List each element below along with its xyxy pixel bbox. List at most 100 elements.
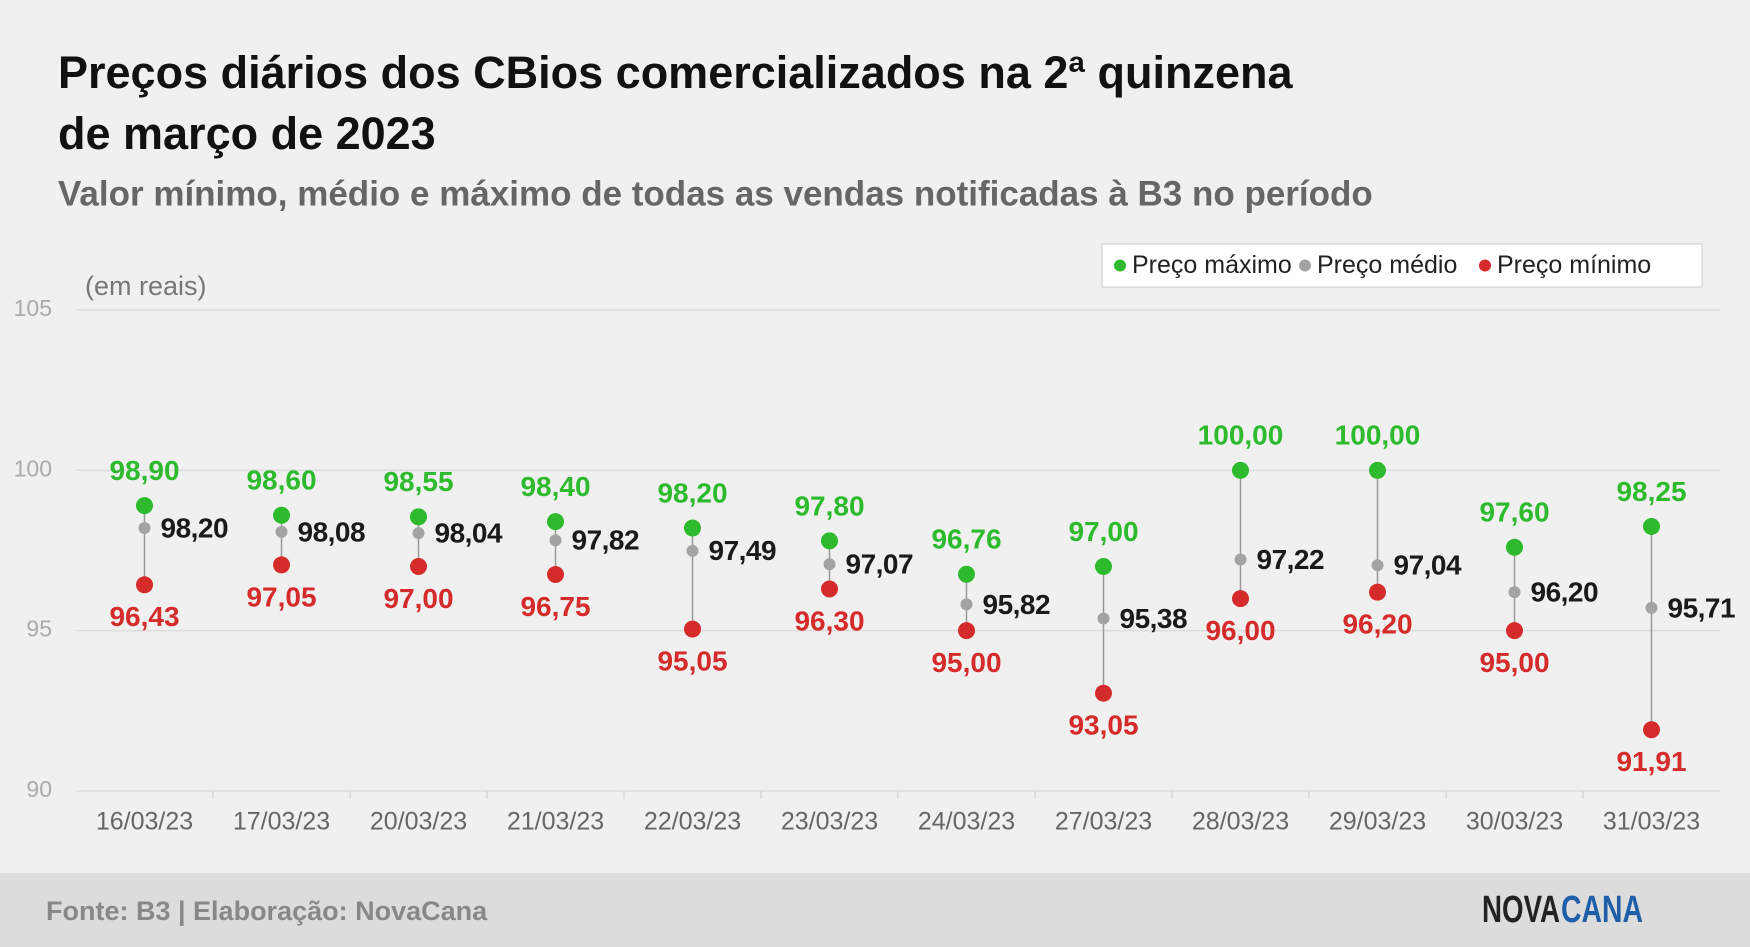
- chart-title: Preços diários dos CBios comercializados…: [58, 47, 1294, 98]
- x-tick-label: 16/03/23: [96, 808, 193, 836]
- x-tick-label: 23/03/23: [781, 808, 878, 836]
- legend-box: [1101, 243, 1703, 288]
- value-label: 97,00: [1068, 516, 1138, 547]
- value-label: 98,08: [298, 516, 366, 547]
- x-tick-label: 24/03/23: [918, 808, 1015, 836]
- value-label: 98,90: [109, 455, 179, 486]
- dot: [412, 527, 425, 540]
- value-label: 98,20: [657, 477, 727, 508]
- dot: [549, 534, 562, 547]
- value-label: 97,07: [846, 549, 914, 580]
- dot: [1234, 553, 1247, 566]
- dot: [547, 513, 564, 531]
- value-label: 97,49: [709, 535, 777, 566]
- value-label: 96,20: [1531, 577, 1599, 608]
- value-label: 98,04: [435, 518, 503, 549]
- value-label: 97,05: [246, 581, 316, 612]
- x-tick-label: 21/03/23: [507, 808, 604, 836]
- legend-marker: [1299, 259, 1311, 272]
- dot: [1232, 590, 1249, 608]
- value-label: 93,05: [1068, 710, 1138, 741]
- dot: [958, 622, 975, 640]
- value-label: 95,00: [1479, 647, 1549, 678]
- x-tick-label: 31/03/23: [1603, 808, 1700, 836]
- value-label: 97,80: [794, 490, 864, 521]
- dot: [410, 508, 427, 526]
- value-label: 96,00: [1205, 615, 1275, 646]
- legend-label: Preço médio: [1317, 251, 1457, 279]
- x-tick-label: 27/03/23: [1055, 808, 1152, 836]
- dot: [138, 522, 151, 535]
- y-tick-label: 100: [14, 455, 52, 481]
- footer: [0, 873, 1750, 947]
- dot: [273, 556, 290, 574]
- y-tick-label: 95: [26, 616, 52, 642]
- dot: [136, 576, 153, 594]
- value-label: 95,38: [1120, 603, 1188, 634]
- dot: [1506, 538, 1523, 556]
- value-label: 100,00: [1335, 420, 1421, 451]
- dot: [823, 558, 836, 571]
- dot: [1095, 558, 1112, 576]
- value-label: 97,60: [1479, 497, 1549, 528]
- source: Fonte: B3 | Elaboração: NovaCana: [46, 896, 488, 926]
- dot: [1508, 586, 1521, 599]
- legend-marker: [1479, 259, 1491, 272]
- y-tick-label: 105: [14, 295, 52, 321]
- value-label: 96,43: [109, 601, 179, 632]
- value-label: 95,82: [983, 589, 1051, 620]
- dot: [410, 558, 427, 576]
- value-label: 97,00: [383, 583, 453, 614]
- dot: [684, 519, 701, 537]
- logo: CANA: [1561, 889, 1643, 931]
- dot: [1645, 601, 1658, 614]
- dot: [547, 566, 564, 584]
- value-label: 98,60: [246, 465, 316, 496]
- value-label: 96,30: [794, 605, 864, 636]
- dot: [1506, 622, 1523, 640]
- dot: [821, 580, 838, 598]
- x-tick-label: 22/03/23: [644, 808, 741, 836]
- dot: [958, 565, 975, 583]
- chart-subtitle: Valor mínimo, médio e máximo de todas as…: [58, 174, 1373, 213]
- legend-marker: [1114, 259, 1126, 272]
- legend-label: Preço máximo: [1132, 251, 1292, 279]
- dot: [1095, 684, 1112, 702]
- dot: [275, 525, 288, 538]
- dot: [1232, 461, 1249, 479]
- dot: [686, 544, 699, 557]
- value-label: 98,40: [520, 471, 590, 502]
- dot: [821, 532, 838, 550]
- legend-label: Preço mínimo: [1497, 251, 1651, 279]
- x-tick-label: 30/03/23: [1466, 808, 1563, 836]
- dot: [1369, 583, 1386, 601]
- value-label: 95,05: [657, 645, 727, 676]
- logo: NOVA: [1482, 889, 1560, 931]
- y-axis-label: (em reais): [85, 271, 207, 301]
- x-tick-label: 29/03/23: [1329, 808, 1426, 836]
- value-label: 96,76: [931, 524, 1001, 555]
- chart-title: de março de 2023: [58, 108, 436, 159]
- value-label: 98,25: [1616, 476, 1686, 507]
- value-label: 98,20: [161, 512, 229, 543]
- value-label: 95,71: [1668, 592, 1736, 623]
- dot: [1643, 517, 1660, 535]
- value-label: 97,82: [572, 525, 640, 556]
- value-label: 91,91: [1616, 746, 1686, 777]
- value-label: 95,00: [931, 647, 1001, 678]
- value-label: 96,75: [520, 591, 590, 622]
- dot: [1097, 612, 1110, 625]
- value-label: 100,00: [1198, 420, 1284, 451]
- dot: [1643, 721, 1660, 739]
- dot: [136, 497, 153, 515]
- value-label: 96,20: [1342, 609, 1412, 640]
- dot: [684, 620, 701, 638]
- x-tick-label: 20/03/23: [370, 808, 467, 836]
- value-label: 97,04: [1394, 550, 1462, 581]
- dot: [273, 506, 290, 524]
- dot: [1369, 461, 1386, 479]
- x-tick-label: 17/03/23: [233, 808, 330, 836]
